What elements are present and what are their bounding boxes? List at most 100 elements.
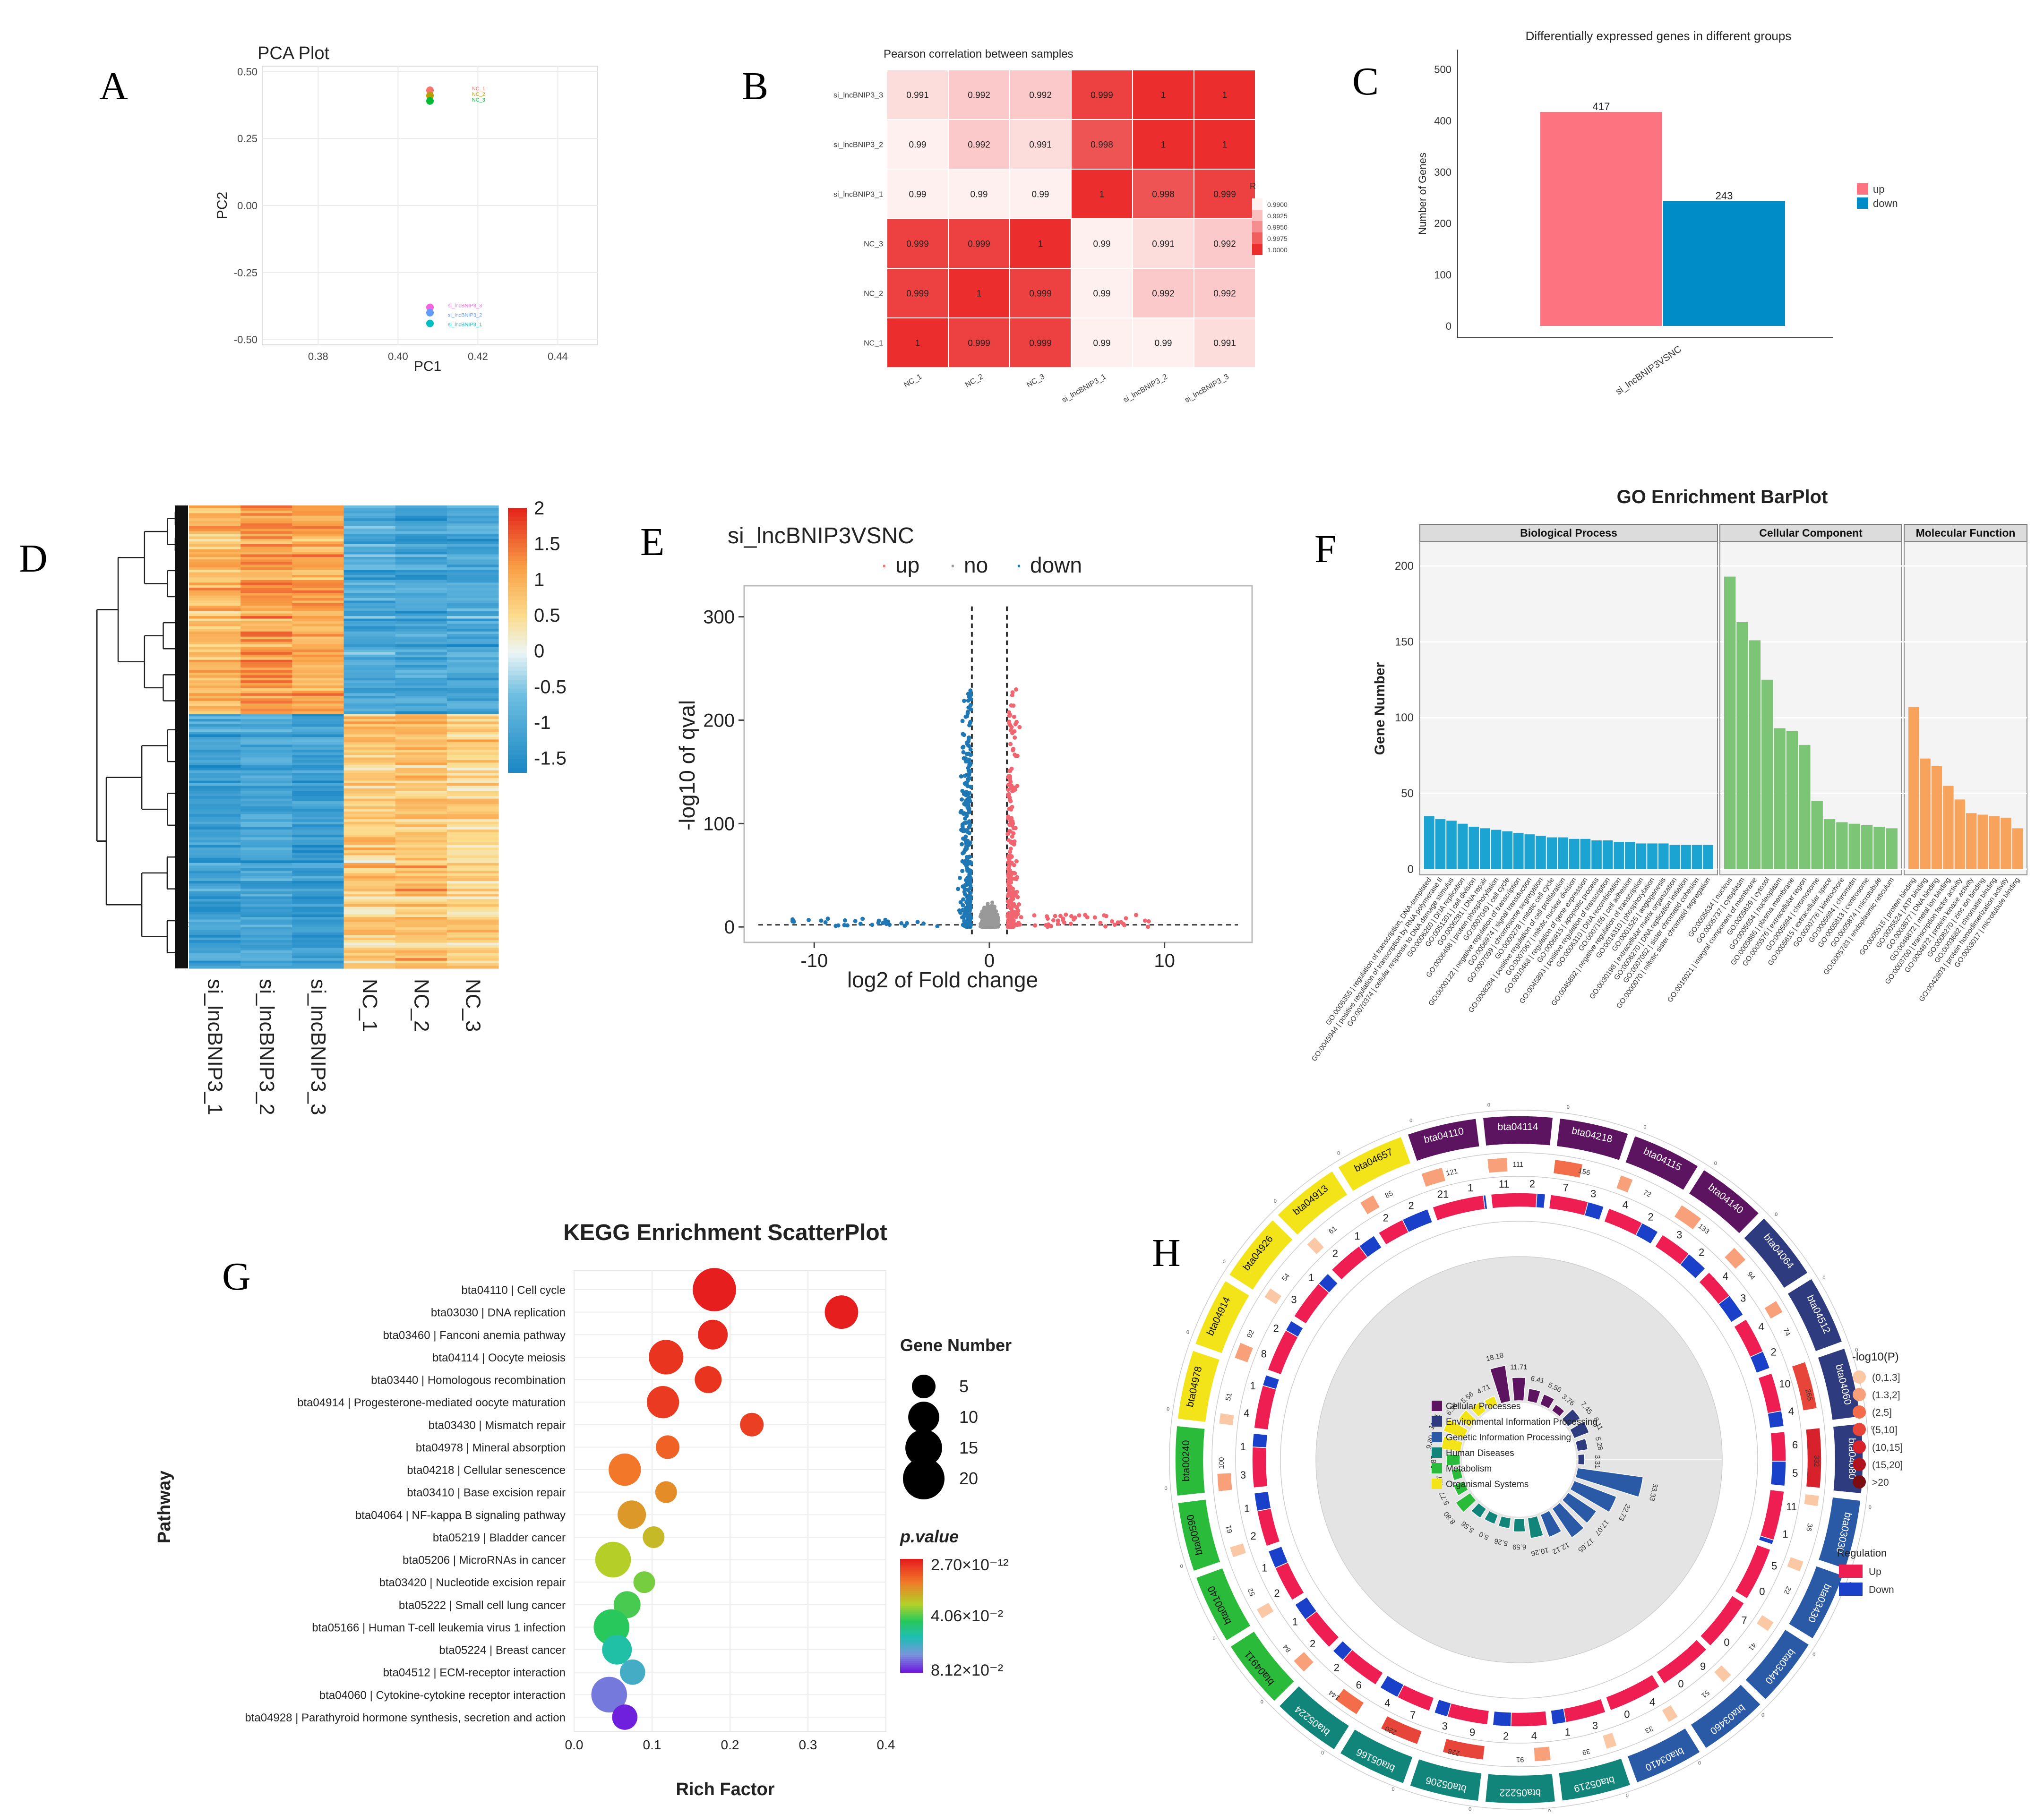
heatmap-cell [395,755,447,758]
circos-p-legend-label: >20 [1872,1477,1889,1488]
heatmap-cell [292,675,344,678]
heatmap-cell [292,575,344,578]
volcano-point-down [870,923,874,927]
heatmap-cell [189,762,241,765]
heatmap-cell [395,871,447,873]
circos-up-count: 2 [1274,1587,1280,1599]
go-bar [1636,843,1647,869]
scale-gradient-step [508,627,527,632]
correlation-row-label: si_lncBNIP3_2 [833,141,883,149]
heatmap-cell [395,956,447,958]
heatmap-cell [189,608,241,611]
heatmap-cell [189,544,241,547]
heatmap-cell [189,788,241,791]
heatmap-cell [292,634,344,637]
heatmap-cell [395,953,447,956]
circos-up-count: 9 [1700,1660,1706,1672]
heatmap-cell [395,770,447,773]
heatmap-cell [292,904,344,907]
heatmap-cell [395,600,447,603]
volcano-point-up [1012,842,1016,847]
go-category-label: GO:0070374 | cellular response to DNA da… [1346,876,1455,1028]
heatmap-cell [240,721,292,724]
heatmap-cell [344,737,396,740]
circos-scale-tick: 0 [1487,1103,1490,1108]
circos-total-label: 36 [1804,1523,1814,1532]
correlation-col-label: si_lncBNIP3_3 [1184,373,1230,404]
heatmap-cell [395,881,447,884]
heatmap-cell [344,539,396,542]
heatmap-cell [395,853,447,856]
heatmap-cell [395,758,447,761]
heatmap-cell [344,547,396,549]
volcano-point-down [956,887,960,891]
heatmap-cell [189,526,241,529]
correlation-value: 0.991 [1152,240,1175,249]
correlation-value: 0.998 [1152,190,1175,200]
heatmap-cell [189,806,241,809]
heatmap-cell [447,901,499,904]
heatmap-cell [344,716,396,719]
heatmap-cell [292,799,344,802]
heatmap-cell [292,917,344,920]
volcano-legend-marker: · [949,551,957,578]
heatmap-cell [447,904,499,907]
heatmap-cell [292,845,344,848]
go-ytick: 0 [1408,863,1414,876]
heatmap-cell [395,719,447,722]
heatmap-cell [395,680,447,683]
heatmap-cell [292,948,344,950]
heatmap-cell [344,744,396,747]
heatmap-cell [240,966,292,969]
heatmap-cell [292,683,344,686]
heatmap-cell [240,883,292,886]
heatmap-cell [292,508,344,511]
heatmap-cell [189,518,241,521]
heatmap-cell [447,953,499,956]
heatmap-cell [240,559,292,562]
heatmap-cell [240,582,292,585]
heatmap-cell [292,924,344,927]
heatmap-cell [344,603,396,606]
volcano-point-down [962,861,967,865]
correlation-value: 0.999 [1029,289,1052,299]
go-bar [1480,828,1490,869]
heatmap-cell [189,593,241,596]
circos-up-count: 11 [1786,1501,1797,1513]
heatmap-cell [447,773,499,776]
heatmap-cell [395,776,447,779]
circos-up-bar [1252,1447,1268,1488]
heatmap-cell [447,753,499,755]
heatmap-cell [447,629,499,632]
heatmap-cell [240,719,292,722]
heatmap-cell [292,956,344,958]
heatmap-cell [240,596,292,599]
heatmap-cell [344,606,396,608]
heatmap-cell [240,863,292,866]
heatmap-cell [395,799,447,802]
kegg-pathway-label: bta04060 | Cytokine-cytokine receptor in… [319,1689,566,1702]
circos-category-swatch [1432,1463,1442,1473]
correlation-value: 0.99 [909,190,927,200]
scale-label: 1.5 [534,534,560,555]
pca-ytick: -0.50 [234,334,258,346]
heatmap-cell [292,876,344,879]
go-bar [1943,786,1953,869]
heatmap-cell [240,840,292,843]
circos-up-bar [1770,1431,1786,1461]
circos-scale-tick: 0 [1869,1505,1872,1510]
heatmap-cell [189,963,241,966]
volcano-point-down [958,876,962,880]
scale-gradient-step [508,578,527,583]
circos-scale-tick: 0 [1261,1699,1263,1705]
heatmap-cell [240,729,292,732]
kegg-color-legend-title: p.value [900,1527,959,1546]
heatmap-cell [395,665,447,668]
heatmap-cell [240,744,292,747]
volcano-legend-marker: · [880,551,888,578]
correlation-value: 0.999 [906,289,929,299]
kegg-point [825,1295,859,1329]
scale-gradient-step [508,539,527,543]
circos-total-label: 41 [1747,1641,1758,1652]
heatmap-cell [447,922,499,925]
